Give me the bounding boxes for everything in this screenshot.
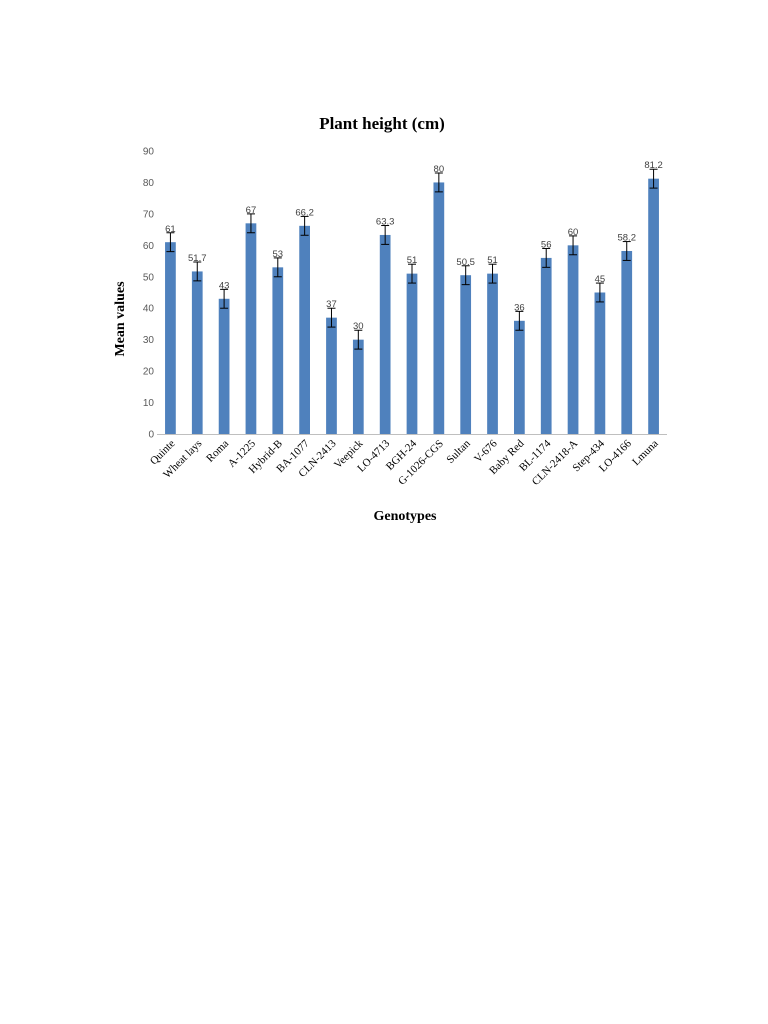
data-labels-group: 61 51.7 43 67 53 66.2 37 30 63.3 51 80 50.5 51 36 56 60… xyxy=(165,160,663,332)
bar xyxy=(487,273,498,434)
bar xyxy=(326,317,337,434)
data-label: 61 xyxy=(165,224,176,235)
data-label: 56 xyxy=(541,239,552,250)
data-label: 58.2 xyxy=(617,233,636,244)
error-bar xyxy=(300,215,309,236)
bar xyxy=(379,234,391,434)
error-bar xyxy=(408,263,416,284)
error-bar xyxy=(649,168,658,189)
data-label: 45 xyxy=(595,274,606,285)
error-bar xyxy=(327,307,336,328)
y-tick-label: 50 xyxy=(143,272,155,283)
y-tick-label: 80 xyxy=(143,178,155,189)
y-tick-label: 60 xyxy=(143,241,155,252)
bar xyxy=(299,225,310,434)
error-bar xyxy=(166,232,175,253)
bar xyxy=(621,250,633,434)
y-tick-label: 70 xyxy=(143,209,155,220)
error-bars-group xyxy=(166,168,658,350)
x-axis-title: Genotypes xyxy=(374,509,438,524)
bar xyxy=(540,257,552,434)
bar xyxy=(594,292,606,434)
y-axis-ticks: 0 10 20 30 40 50 60 70 80 90 xyxy=(143,147,155,441)
y-tick-label: 10 xyxy=(143,398,155,409)
data-label: 50.5 xyxy=(456,257,475,268)
error-bar xyxy=(273,257,282,278)
bar xyxy=(567,245,579,434)
data-label: 60 xyxy=(568,227,579,238)
bar xyxy=(218,298,230,434)
error-bar xyxy=(434,172,443,193)
error-bar xyxy=(381,225,390,245)
error-bar xyxy=(542,247,551,268)
bar xyxy=(433,182,445,434)
bar xyxy=(514,320,525,434)
bar xyxy=(245,223,257,434)
y-tick-label: 20 xyxy=(143,367,155,378)
bars-group xyxy=(165,178,659,434)
error-bar xyxy=(193,261,202,282)
bar xyxy=(648,178,659,434)
category-label: Sultan xyxy=(444,437,473,466)
bar xyxy=(191,271,203,434)
data-label: 67 xyxy=(246,205,257,216)
error-bar xyxy=(461,265,470,286)
data-label: 51.7 xyxy=(188,253,207,264)
data-label: 36 xyxy=(514,302,525,313)
data-label: 51 xyxy=(487,255,498,266)
category-label: Lmuna xyxy=(630,438,661,469)
data-label: 43 xyxy=(219,280,230,291)
error-bar xyxy=(488,263,497,284)
data-label: 37 xyxy=(326,299,337,310)
data-label: 81.2 xyxy=(644,160,663,171)
error-bar xyxy=(622,241,631,261)
error-bar xyxy=(595,282,604,303)
y-tick-label: 0 xyxy=(148,430,154,441)
bar xyxy=(272,267,284,434)
data-label: 80 xyxy=(434,164,445,175)
bar xyxy=(406,273,418,434)
error-bar xyxy=(246,213,255,234)
y-tick-label: 90 xyxy=(143,147,155,158)
bar xyxy=(352,339,364,434)
data-label: 63.3 xyxy=(376,217,395,228)
bar xyxy=(460,275,472,434)
error-bar xyxy=(569,235,578,256)
data-label: 66.2 xyxy=(295,207,314,218)
y-tick-label: 30 xyxy=(143,335,155,346)
error-bar xyxy=(515,310,524,331)
y-axis-title: Mean values xyxy=(113,281,128,357)
data-label: 51 xyxy=(407,255,418,266)
y-tick-label: 40 xyxy=(143,304,155,315)
data-label: 53 xyxy=(273,249,284,260)
data-label: 30 xyxy=(353,321,364,332)
error-bar xyxy=(354,329,363,350)
chart-title: Plant height (cm) xyxy=(319,114,445,133)
error-bar xyxy=(220,288,229,309)
bar xyxy=(165,242,176,434)
